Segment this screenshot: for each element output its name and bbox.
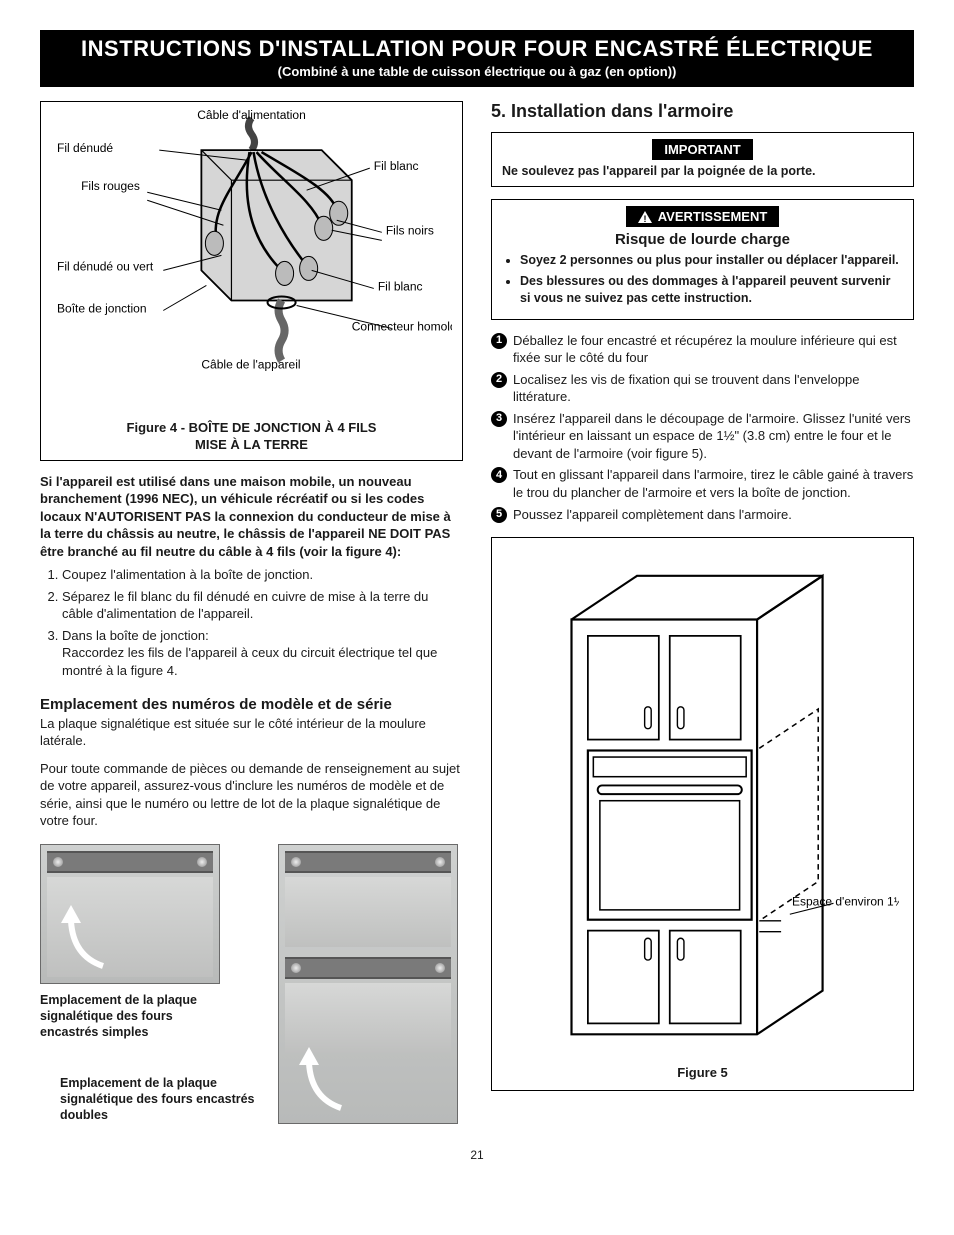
list-item: 1Déballez le four encastré et récupérez … — [491, 332, 914, 367]
single-oven-photo — [40, 844, 220, 984]
page-title: INSTRUCTIONS D'INSTALLATION POUR FOUR EN… — [50, 36, 904, 62]
svg-text:Fil dénudé ou vert: Fil dénudé ou vert — [57, 259, 154, 273]
warning-box: ! AVERTISSEMENT Risque de lourde charge … — [491, 199, 914, 320]
arrow-icon — [53, 901, 113, 971]
single-oven-caption: Emplacement de la plaque signalétique de… — [40, 992, 220, 1041]
step-number-icon: 4 — [491, 467, 507, 483]
important-label: IMPORTANT — [652, 139, 752, 160]
list-item: 5Poussez l'appareil complètement dans l'… — [491, 506, 914, 524]
svg-text:Connecteur homologué- U.L. (ou: Connecteur homologué- U.L. (ou ACNOR) — [352, 320, 452, 334]
step-number-icon: 5 — [491, 507, 507, 523]
list-item: Des blessures ou des dommages à l'appare… — [520, 273, 903, 307]
arrow-icon — [291, 1043, 351, 1113]
important-box: IMPORTANT Ne soulevez pas l'appareil par… — [491, 132, 914, 187]
risk-heading: Risque de lourde charge — [502, 231, 903, 248]
svg-text:Câble de l'appareil: Câble de l'appareil — [201, 358, 300, 372]
page-subtitle: (Combiné à une table de cuisson électriq… — [50, 64, 904, 79]
page-number: 21 — [40, 1148, 914, 1162]
figure-5-diagram: Espace d'environ 1½" (3.8 cm) — [506, 554, 899, 1056]
section-5-heading: 5. Installation dans l'armoire — [491, 101, 914, 122]
single-oven-block: Emplacement de la plaque signalétique de… — [40, 844, 260, 1124]
warning-bullets: Soyez 2 personnes ou plus pour installer… — [502, 252, 903, 307]
svg-text:Boîte de jonction: Boîte de jonction — [57, 302, 147, 316]
list-item: Soyez 2 personnes ou plus pour installer… — [520, 252, 903, 269]
oven-photos-row: Emplacement de la plaque signalétique de… — [40, 844, 463, 1124]
model-serial-p2: Pour toute commande de pièces ou demande… — [40, 760, 463, 830]
svg-text:Fil dénudé: Fil dénudé — [57, 141, 113, 155]
svg-text:Fils rouges: Fils rouges — [81, 179, 140, 193]
numbered-install-steps: 1Déballez le four encastré et récupérez … — [491, 332, 914, 523]
step-number-icon: 2 — [491, 372, 507, 388]
left-column: Câble d'alimentation Fil dénudé Fils rou… — [40, 101, 463, 1124]
figure-5-caption: Figure 5 — [506, 1065, 899, 1082]
svg-text:Fil blanc: Fil blanc — [374, 159, 419, 173]
svg-text:!: ! — [643, 214, 646, 223]
figure-5-box: Espace d'environ 1½" (3.8 cm) Figure 5 — [491, 537, 914, 1091]
figure-4-box: Câble d'alimentation Fil dénudé Fils rou… — [40, 101, 463, 461]
list-item: Dans la boîte de jonction: Raccordez les… — [62, 627, 463, 680]
list-item: 2Localisez les vis de fixation qui se tr… — [491, 371, 914, 406]
list-item: 4Tout en glissant l'appareil dans l'armo… — [491, 466, 914, 501]
list-item: Coupez l'alimentation à la boîte de jonc… — [62, 566, 463, 584]
svg-text:Fils noirs: Fils noirs — [386, 223, 434, 237]
two-column-layout: Câble d'alimentation Fil dénudé Fils rou… — [40, 101, 914, 1124]
double-oven-caption: Emplacement de la plaque signalétique de… — [60, 1075, 260, 1124]
svg-text:Espace d'environ 1½" (3.8 cm): Espace d'environ 1½" (3.8 cm) — [792, 895, 899, 909]
right-column: 5. Installation dans l'armoire IMPORTANT… — [491, 101, 914, 1124]
mobile-home-note: Si l'appareil est utilisé dans une maiso… — [40, 473, 463, 561]
model-serial-heading: Emplacement des numéros de modèle et de … — [40, 696, 463, 713]
figure-4-diagram: Câble d'alimentation Fil dénudé Fils rou… — [51, 110, 452, 411]
model-serial-p1: La plaque signalétique est située sur le… — [40, 715, 463, 750]
important-text: Ne soulevez pas l'appareil par la poigné… — [502, 164, 903, 178]
warning-label: ! AVERTISSEMENT — [626, 206, 780, 227]
list-item: 3Insérez l'appareil dans le découpage de… — [491, 410, 914, 463]
title-bar: INSTRUCTIONS D'INSTALLATION POUR FOUR EN… — [40, 30, 914, 87]
svg-text:Fil blanc: Fil blanc — [378, 279, 423, 293]
step-number-icon: 1 — [491, 333, 507, 349]
double-oven-photo — [278, 844, 458, 1124]
three-step-list: Coupez l'alimentation à la boîte de jonc… — [40, 566, 463, 679]
list-item: Séparez le fil blanc du fil dénudé en cu… — [62, 588, 463, 623]
step-number-icon: 3 — [491, 411, 507, 427]
figure-4-caption: Figure 4 - BOÎTE DE JONCTION À 4 FILS MI… — [51, 420, 452, 454]
warning-triangle-icon: ! — [638, 211, 652, 223]
svg-text:Câble d'alimentation: Câble d'alimentation — [197, 110, 306, 122]
